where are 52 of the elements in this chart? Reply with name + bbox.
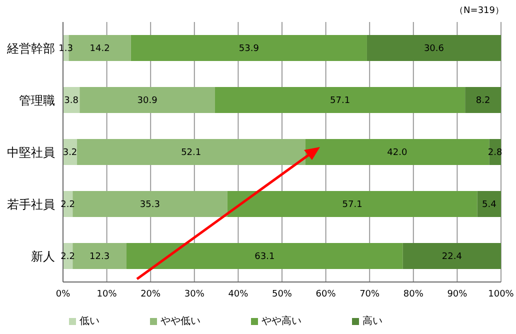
bar xyxy=(465,87,501,113)
data-label: 8.2 xyxy=(476,96,490,106)
x-tick-label: 10% xyxy=(96,289,118,300)
text: （N=319） xyxy=(454,5,504,17)
data-label: 53.9 xyxy=(238,44,260,54)
bar xyxy=(227,191,478,217)
data-label: 5.4 xyxy=(482,200,497,210)
bar xyxy=(402,243,501,269)
x-tick-label: 80% xyxy=(403,289,424,300)
data-label: 35.3 xyxy=(140,200,160,210)
data-label: 2.2 xyxy=(60,200,75,210)
data-label: 14.2 xyxy=(90,44,110,54)
y-tick-label: 新人 xyxy=(31,249,55,264)
data-label: 3.2 xyxy=(62,148,78,158)
data-label: 42.0 xyxy=(387,148,408,158)
y-tick-label: 経営幹部 xyxy=(6,41,55,56)
x-tick-label: 100% xyxy=(488,289,514,300)
legend-label: やや低い xyxy=(160,316,200,327)
legend-label: やや高い xyxy=(262,316,302,327)
bar xyxy=(72,191,228,217)
bar xyxy=(80,87,215,113)
data-label: 52.1 xyxy=(181,148,202,158)
data-label: 2.2 xyxy=(60,252,75,262)
x-tick-label: 20% xyxy=(140,289,162,300)
x-tick-label: 90% xyxy=(447,289,468,300)
x-tick-label: 40% xyxy=(228,289,249,300)
data-label: 3.8 xyxy=(64,96,79,106)
legend-label: 高い xyxy=(362,316,382,327)
x-tick-label: 60% xyxy=(316,289,336,300)
data-label: 57.1 xyxy=(330,96,350,106)
y-tick-label: 中堅社員 xyxy=(7,145,55,160)
y-tick-label: 管理職 xyxy=(19,93,55,108)
x-tick-label: 70% xyxy=(360,289,380,300)
bar xyxy=(72,243,127,269)
data-label: 12.3 xyxy=(90,252,110,262)
bar xyxy=(126,243,403,269)
data-label: 63.1 xyxy=(254,252,275,262)
bar xyxy=(366,35,501,61)
data-label: 22.4 xyxy=(442,252,462,262)
bar xyxy=(477,191,501,217)
data-label: 30.9 xyxy=(137,96,158,106)
x-tick-label: 30% xyxy=(184,289,205,300)
x-tick-label: 50% xyxy=(272,289,292,300)
x-tick-label: 0% xyxy=(56,289,71,300)
data-label: 30.6 xyxy=(424,44,444,54)
bar xyxy=(130,35,367,61)
data-label: 57.1 xyxy=(342,200,362,210)
legend-label: 低い xyxy=(80,316,100,327)
bar xyxy=(305,139,490,165)
bar xyxy=(214,87,466,113)
y-tick-label: 若手社員 xyxy=(7,197,55,212)
data-label: 1.3 xyxy=(58,44,74,54)
